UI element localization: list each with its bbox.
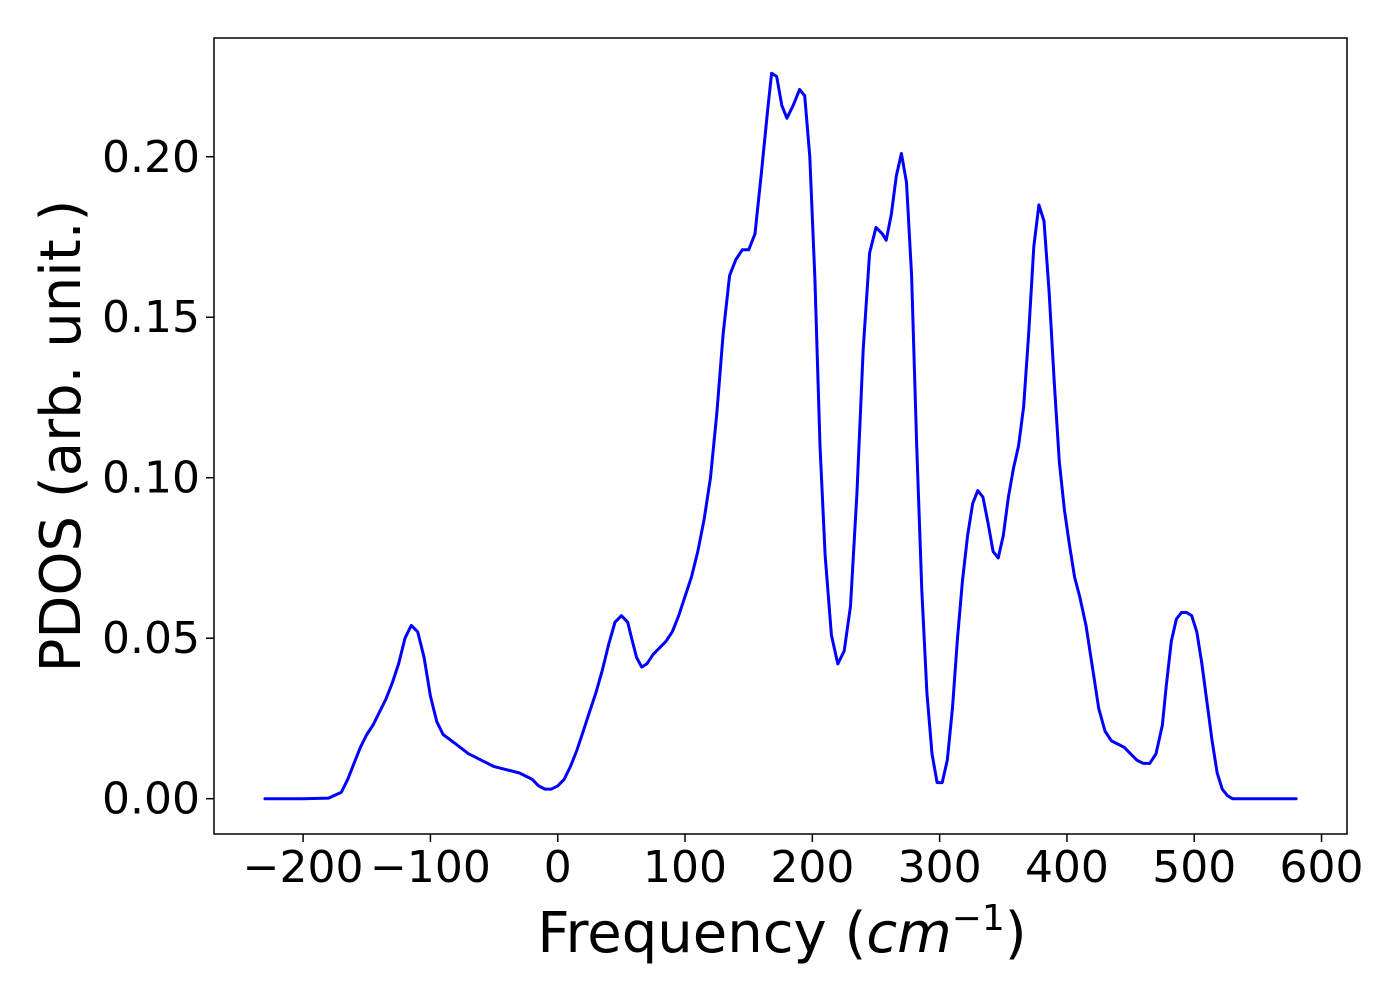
x-axis-label: Frequency (cm−1)	[537, 898, 1026, 966]
plot-area-frame	[213, 37, 1348, 835]
x-axis-label-exponent: −1	[952, 898, 1005, 939]
x-tick-label: −100	[370, 842, 491, 893]
x-tick-label: 600	[1280, 842, 1364, 893]
x-axis-label-close: )	[1005, 901, 1027, 966]
y-tick-label: 0.05	[102, 613, 200, 664]
y-tick-label: 0.20	[102, 132, 200, 183]
y-tick-label: 0.10	[102, 453, 200, 504]
x-axis-label-symbol: cm	[866, 901, 951, 966]
x-tick-label: 400	[1025, 842, 1109, 893]
pdos-series-line	[263, 71, 1298, 801]
x-tick-label: 300	[898, 842, 982, 893]
x-tick-label: 100	[643, 842, 727, 893]
x-tick-label: 200	[770, 842, 854, 893]
y-tick-label: 0.15	[102, 292, 200, 343]
x-tick-label: 0	[544, 842, 572, 893]
x-axis-label-main: Frequency (	[537, 901, 866, 966]
x-tick-label: 500	[1152, 842, 1236, 893]
y-axis-label: PDOS (arb. unit.)	[29, 200, 94, 673]
x-tick-label: −200	[243, 842, 364, 893]
y-tick-label: 0.00	[102, 774, 200, 825]
